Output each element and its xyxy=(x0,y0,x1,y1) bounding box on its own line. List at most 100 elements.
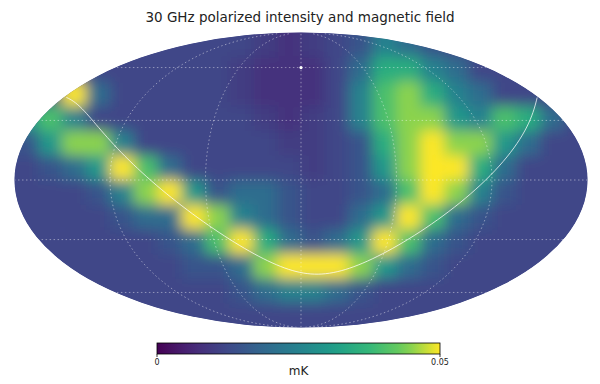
cell xyxy=(420,106,444,131)
cell xyxy=(158,180,182,205)
cell xyxy=(540,13,564,58)
cell xyxy=(134,82,158,107)
cell xyxy=(373,205,397,230)
cell xyxy=(468,278,492,303)
cell xyxy=(38,205,62,230)
cell xyxy=(0,254,39,279)
cell xyxy=(468,13,492,58)
cell xyxy=(492,13,516,58)
cell xyxy=(325,57,349,82)
cell xyxy=(277,57,301,82)
cell xyxy=(0,82,39,107)
colorbar-tick xyxy=(440,354,441,357)
cell xyxy=(540,155,564,180)
cell xyxy=(564,303,600,348)
cell xyxy=(516,278,540,303)
cell xyxy=(277,155,301,180)
cell xyxy=(0,131,39,156)
cell xyxy=(540,303,564,348)
parallel xyxy=(116,292,487,293)
cell xyxy=(206,278,230,303)
cell xyxy=(516,131,540,156)
cell xyxy=(540,82,564,107)
cell xyxy=(229,303,253,348)
cell xyxy=(110,229,134,254)
cell xyxy=(253,180,277,205)
cell xyxy=(182,303,206,348)
cell xyxy=(468,229,492,254)
cell xyxy=(420,303,444,348)
cell xyxy=(182,254,206,279)
cell xyxy=(420,57,444,82)
cell xyxy=(492,106,516,131)
cell xyxy=(253,106,277,131)
cell xyxy=(301,205,325,230)
cell xyxy=(206,131,230,156)
cell xyxy=(349,155,373,180)
cell xyxy=(444,205,468,230)
cell xyxy=(158,106,182,131)
cell xyxy=(206,13,230,58)
cell xyxy=(158,57,182,82)
cell xyxy=(229,205,253,230)
cell xyxy=(110,13,134,58)
cell xyxy=(564,229,600,254)
cell xyxy=(277,229,301,254)
cell xyxy=(397,180,421,205)
cell xyxy=(62,254,86,279)
meridian xyxy=(301,33,302,327)
cell xyxy=(373,13,397,58)
cell xyxy=(540,278,564,303)
cell xyxy=(229,131,253,156)
cell xyxy=(397,303,421,348)
cell xyxy=(182,180,206,205)
cell xyxy=(564,205,600,230)
cell xyxy=(516,254,540,279)
cell xyxy=(301,13,325,58)
cell xyxy=(0,13,39,58)
cell xyxy=(444,57,468,82)
cell xyxy=(468,205,492,230)
cell xyxy=(86,57,110,82)
cell xyxy=(253,229,277,254)
cell xyxy=(349,303,373,348)
cell xyxy=(158,131,182,156)
cell xyxy=(397,278,421,303)
cell xyxy=(182,131,206,156)
cell xyxy=(325,106,349,131)
cell xyxy=(516,82,540,107)
cell xyxy=(325,155,349,180)
cell xyxy=(62,303,86,348)
cell xyxy=(301,57,325,82)
cell xyxy=(420,82,444,107)
cell xyxy=(301,106,325,131)
cell xyxy=(420,180,444,205)
cell xyxy=(158,82,182,107)
cell xyxy=(516,106,540,131)
cell xyxy=(301,303,325,348)
cell xyxy=(38,278,62,303)
cell xyxy=(373,57,397,82)
cell xyxy=(540,205,564,230)
cell xyxy=(0,278,39,303)
cell xyxy=(540,180,564,205)
cell xyxy=(229,57,253,82)
cell xyxy=(0,155,39,180)
cell xyxy=(206,254,230,279)
cell xyxy=(134,57,158,82)
cell xyxy=(564,82,600,107)
cell xyxy=(86,131,110,156)
colorbar-tick-label: 0 xyxy=(154,358,159,367)
cell xyxy=(397,82,421,107)
parallel xyxy=(15,180,588,181)
cell xyxy=(325,205,349,230)
cell xyxy=(373,180,397,205)
meridian xyxy=(110,33,292,327)
cell xyxy=(301,278,325,303)
cell xyxy=(373,82,397,107)
ecliptic xyxy=(66,97,537,274)
cell xyxy=(110,131,134,156)
cell xyxy=(516,229,540,254)
cell xyxy=(444,254,468,279)
cell xyxy=(134,13,158,58)
